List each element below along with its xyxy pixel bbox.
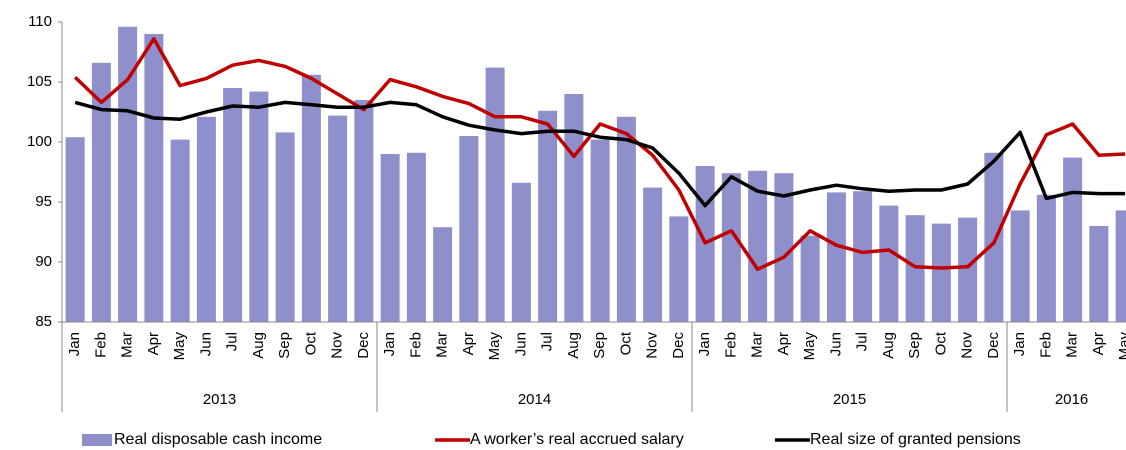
bar bbox=[538, 110, 558, 322]
bar bbox=[853, 191, 873, 322]
bar bbox=[958, 217, 978, 322]
line bbox=[74, 100, 1126, 208]
x-tick-label: Sep bbox=[276, 332, 293, 359]
bar bbox=[433, 227, 453, 322]
bar bbox=[223, 88, 243, 322]
bar bbox=[905, 215, 925, 322]
year-label: 2015 bbox=[833, 391, 866, 408]
x-tick-label: Jul bbox=[854, 332, 871, 351]
year-label: 2014 bbox=[518, 391, 551, 408]
x-tick-label: Dec bbox=[670, 332, 687, 359]
line bbox=[73, 37, 1126, 271]
x-tick-label: Nov bbox=[329, 332, 346, 359]
x-tick-label: May bbox=[486, 332, 503, 361]
x-tick-label: Dec bbox=[985, 332, 1002, 359]
x-tick-label: May bbox=[801, 332, 818, 361]
bar bbox=[354, 100, 374, 322]
bar bbox=[511, 182, 531, 322]
x-tick-label: Nov bbox=[644, 332, 661, 359]
year-label: 2016 bbox=[1055, 391, 1088, 408]
y-tick-label: 90 bbox=[35, 253, 52, 270]
x-tick-label: May bbox=[1116, 332, 1126, 361]
bar bbox=[1036, 194, 1056, 322]
x-tick-label: May bbox=[171, 332, 188, 361]
x-tick-label: Feb bbox=[407, 332, 424, 358]
year-label: 2013 bbox=[203, 391, 236, 408]
x-tick-label: Oct bbox=[932, 331, 949, 355]
bar bbox=[721, 173, 741, 322]
x-tick-label: Jul bbox=[539, 332, 556, 351]
x-tick-label: Feb bbox=[722, 332, 739, 358]
bar bbox=[748, 170, 768, 322]
bar bbox=[144, 34, 164, 322]
legend-label: Real size of granted pensions bbox=[810, 431, 1021, 448]
x-tick-label: Jan bbox=[1011, 332, 1028, 356]
y-tick-label: 85 bbox=[35, 313, 52, 330]
x-tick-label: Aug bbox=[565, 332, 582, 359]
x-tick-label: Aug bbox=[250, 332, 267, 359]
bar bbox=[65, 137, 85, 322]
legend-label: Real disposable cash income bbox=[114, 431, 322, 448]
x-tick-label: Jun bbox=[827, 332, 844, 356]
legend-label: A worker’s real accrued salary bbox=[470, 431, 684, 448]
bar bbox=[879, 205, 899, 322]
x-tick-label: Feb bbox=[92, 332, 109, 358]
bar bbox=[301, 74, 321, 322]
y-tick-label: 95 bbox=[35, 193, 52, 210]
x-tick-label: Mar bbox=[1064, 332, 1081, 358]
x-tick-label: Sep bbox=[906, 332, 923, 359]
bar bbox=[275, 132, 295, 322]
x-tick-label: Jan bbox=[696, 332, 713, 356]
x-tick-label: Mar bbox=[119, 332, 136, 358]
y-tick-label: 105 bbox=[27, 73, 52, 90]
bar bbox=[459, 136, 479, 322]
x-tick-label: Apr bbox=[145, 332, 162, 355]
x-tick-label: Aug bbox=[880, 332, 897, 359]
bar bbox=[1010, 210, 1030, 322]
x-tick-label: Apr bbox=[775, 332, 792, 355]
bar bbox=[249, 91, 269, 322]
bar bbox=[774, 173, 794, 322]
bar bbox=[564, 94, 584, 322]
bar bbox=[380, 154, 400, 322]
bar bbox=[406, 152, 426, 322]
bar bbox=[328, 115, 348, 322]
legend-swatch bbox=[82, 434, 112, 446]
x-tick-label: Nov bbox=[959, 332, 976, 359]
x-tick-label: Jan bbox=[381, 332, 398, 356]
x-tick-label: Jun bbox=[197, 332, 214, 356]
bar bbox=[1115, 210, 1126, 322]
x-tick-label: Oct bbox=[617, 331, 634, 355]
x-tick-label: Mar bbox=[434, 332, 451, 358]
bar bbox=[118, 26, 138, 323]
x-tick-label: Dec bbox=[355, 332, 372, 359]
bar bbox=[800, 235, 820, 322]
bar bbox=[616, 116, 636, 322]
bar bbox=[931, 223, 951, 322]
x-tick-label: Apr bbox=[460, 332, 477, 355]
bar bbox=[485, 67, 505, 322]
bar bbox=[984, 152, 1004, 322]
bar bbox=[643, 187, 663, 322]
bar bbox=[170, 139, 190, 322]
x-tick-label: Feb bbox=[1037, 332, 1054, 358]
bar bbox=[1063, 157, 1083, 322]
y-tick-label: 100 bbox=[27, 133, 52, 150]
x-tick-label: Sep bbox=[591, 332, 608, 359]
bar bbox=[669, 216, 689, 322]
x-tick-label: Mar bbox=[749, 332, 766, 358]
bar bbox=[196, 116, 216, 322]
bar bbox=[826, 192, 846, 322]
x-tick-label: Jun bbox=[512, 332, 529, 356]
x-tick-label: Oct bbox=[302, 331, 319, 355]
y-tick-label: 110 bbox=[28, 13, 52, 30]
x-tick-label: Jan bbox=[66, 332, 83, 356]
x-tick-label: Jul bbox=[224, 332, 241, 351]
x-tick-label: Apr bbox=[1090, 332, 1107, 355]
bar bbox=[1089, 226, 1109, 322]
bar bbox=[590, 139, 610, 322]
bar bbox=[91, 62, 111, 323]
